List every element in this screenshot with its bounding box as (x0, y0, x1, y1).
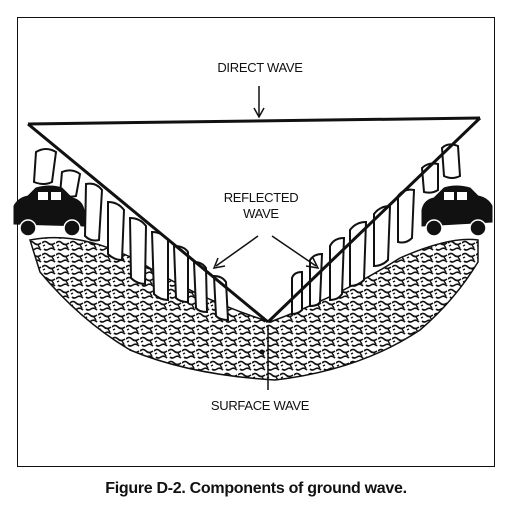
surface-wave-arrow (259, 326, 269, 390)
direct-wave-label: DIRECT WAVE (217, 60, 303, 75)
left-wave-fronts (32, 148, 230, 322)
figure-caption: Figure D-2. Components of ground wave. (105, 480, 407, 497)
reflected-wave-label-line2: WAVE (243, 206, 279, 221)
figure-frame (17, 17, 495, 467)
surface-wave-label: SURFACE WAVE (210, 398, 310, 413)
wave-paths (27, 116, 482, 324)
car-icon (421, 185, 493, 237)
car-icon (13, 185, 85, 237)
reflected-wave-arrows (212, 235, 320, 269)
reflected-wave-label-line1: REFLECTED (223, 190, 299, 205)
direct-wave-arrow (253, 86, 265, 119)
